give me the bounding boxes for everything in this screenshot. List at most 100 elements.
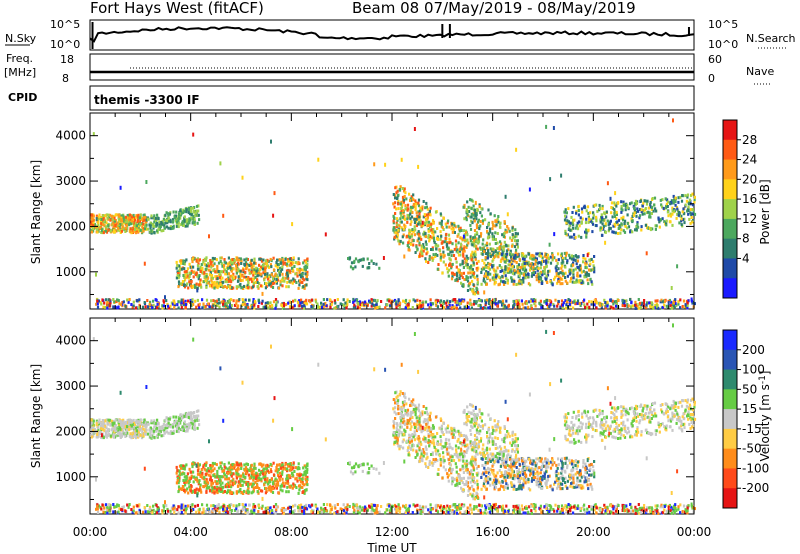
power-cell bbox=[634, 300, 637, 304]
power-cell bbox=[494, 298, 497, 302]
power-cell bbox=[564, 229, 567, 233]
power-cell bbox=[111, 216, 114, 220]
power-cell bbox=[244, 306, 247, 309]
colorbar-tick-label: 24 bbox=[742, 153, 757, 167]
power-cell bbox=[521, 257, 525, 261]
power-cell bbox=[545, 274, 548, 278]
power-cell bbox=[418, 241, 421, 245]
velocity-cell bbox=[240, 467, 243, 470]
power-cell bbox=[226, 280, 229, 284]
power-cell bbox=[466, 243, 469, 247]
power-cell bbox=[686, 306, 689, 310]
power-cell bbox=[462, 266, 465, 269]
velocity-cell bbox=[219, 483, 222, 487]
power-cell bbox=[213, 286, 216, 290]
power-cell bbox=[572, 306, 575, 310]
power-cell bbox=[565, 221, 568, 225]
power-cell bbox=[113, 229, 116, 233]
power-cell bbox=[275, 274, 279, 278]
power-cell bbox=[262, 271, 265, 275]
power-cell bbox=[427, 261, 430, 264]
power-cell bbox=[649, 301, 652, 305]
velocity-cell bbox=[97, 420, 100, 424]
power-cell bbox=[169, 304, 172, 308]
power-cell bbox=[536, 268, 539, 272]
power-cell bbox=[188, 271, 191, 275]
power-cell bbox=[122, 300, 125, 304]
power-cell bbox=[614, 231, 617, 235]
power-cell bbox=[673, 198, 676, 202]
power-cell bbox=[537, 267, 540, 271]
power-cell bbox=[317, 157, 320, 162]
velocity-cell bbox=[105, 418, 108, 422]
velocity-cell bbox=[152, 429, 155, 433]
power-cell bbox=[659, 300, 662, 304]
power-cell bbox=[483, 274, 486, 278]
power-cell bbox=[221, 284, 224, 288]
power-cell bbox=[677, 196, 680, 200]
power-cell bbox=[289, 263, 292, 267]
power-cell bbox=[437, 244, 440, 248]
power-cell bbox=[539, 254, 542, 258]
power-cell bbox=[601, 222, 604, 226]
power-cell bbox=[650, 212, 653, 215]
power-cell bbox=[190, 207, 193, 210]
power-cell bbox=[463, 305, 466, 309]
colorbar-swatch bbox=[723, 120, 737, 141]
power-cell bbox=[367, 266, 370, 270]
power-cell bbox=[198, 283, 201, 287]
power-cell bbox=[97, 221, 100, 225]
power-cell bbox=[465, 304, 468, 308]
power-cell bbox=[458, 249, 462, 253]
power-cell bbox=[489, 255, 492, 258]
power-cell bbox=[488, 305, 492, 309]
power-cell bbox=[178, 274, 181, 278]
power-cell bbox=[518, 257, 521, 261]
power-cell bbox=[461, 238, 464, 241]
power-cell bbox=[632, 205, 635, 208]
power-cell bbox=[104, 229, 107, 233]
power-cell bbox=[202, 280, 205, 284]
velocity-cell bbox=[139, 418, 142, 422]
power-cell bbox=[253, 303, 256, 307]
power-cell bbox=[417, 210, 420, 214]
power-cell bbox=[91, 227, 94, 230]
power-cell bbox=[559, 277, 563, 281]
velocity-cell bbox=[172, 423, 175, 427]
power-cell bbox=[667, 305, 670, 309]
power-cell bbox=[620, 222, 623, 226]
power-cell bbox=[264, 305, 267, 309]
power-cell bbox=[348, 256, 352, 260]
power-cell bbox=[611, 215, 614, 219]
power-cell bbox=[406, 213, 409, 217]
power-cell bbox=[442, 305, 445, 309]
power-cell bbox=[219, 273, 222, 277]
power-cell bbox=[144, 220, 147, 224]
power-cell bbox=[141, 305, 145, 309]
power-cell bbox=[582, 254, 585, 257]
velocity-cell bbox=[219, 461, 222, 465]
power-cell bbox=[513, 245, 516, 249]
velocity-cell bbox=[224, 473, 227, 477]
power-cell bbox=[504, 258, 507, 262]
power-cell bbox=[503, 240, 506, 244]
power-cell bbox=[513, 235, 516, 239]
power-cell bbox=[565, 300, 568, 304]
power-cell bbox=[561, 303, 564, 307]
power-cell bbox=[269, 263, 272, 267]
velocity-cell bbox=[197, 418, 200, 422]
power-cell bbox=[303, 267, 306, 271]
velocity-cell bbox=[287, 463, 290, 467]
power-cell bbox=[677, 300, 680, 304]
power-cell bbox=[480, 207, 483, 211]
power-cell bbox=[177, 219, 180, 223]
power-cell bbox=[489, 300, 492, 304]
power-cell bbox=[230, 269, 233, 273]
power-cell bbox=[277, 263, 280, 266]
power-cell bbox=[477, 218, 480, 222]
power-cell bbox=[473, 208, 476, 212]
power-cell bbox=[530, 307, 533, 310]
power-cell bbox=[613, 201, 616, 205]
power-cell bbox=[176, 274, 179, 277]
velocity-cell bbox=[232, 491, 235, 495]
